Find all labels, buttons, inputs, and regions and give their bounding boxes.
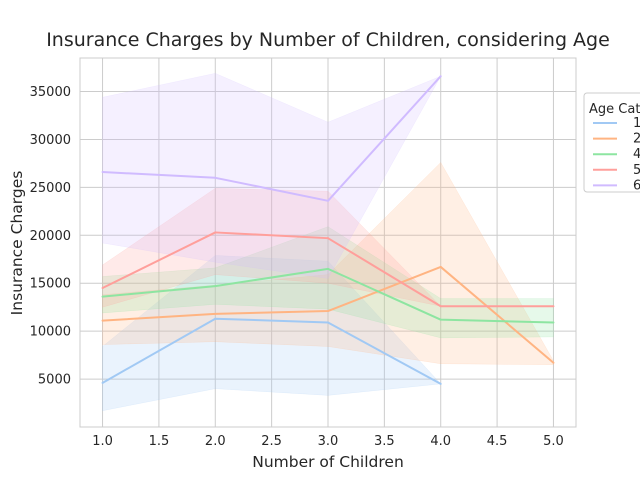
data-point-5 xyxy=(327,237,329,240)
x-tick-label: 1.5 xyxy=(149,434,170,449)
tick-labels: 1.0 1.5 2.0 2.5 3.0 3.5 4.0 4.5 5.0 5000 10000 1500… xyxy=(30,85,564,449)
x-tick-label: 4.0 xyxy=(430,434,451,449)
legend-box xyxy=(583,92,640,193)
grid xyxy=(80,58,576,427)
data-point-2 xyxy=(552,361,555,364)
data-point-2 xyxy=(101,319,104,322)
data-point-1 xyxy=(214,317,217,320)
data-point-1 xyxy=(439,382,442,385)
data-point-6 xyxy=(327,199,329,202)
confidence-band-6 xyxy=(102,73,442,279)
data-point-6 xyxy=(439,75,442,78)
data-point-2 xyxy=(439,265,442,268)
x-axis-label: Number of Children xyxy=(252,453,404,471)
x-tick-label: 4.5 xyxy=(487,434,508,449)
legend-title: Age Cate xyxy=(589,102,640,117)
data-point-4 xyxy=(101,295,104,298)
y-tick-label: 20000 xyxy=(30,229,71,244)
y-tick-label: 5000 xyxy=(38,373,71,388)
data-point-6 xyxy=(101,171,104,174)
data-point-5 xyxy=(101,287,104,290)
legend-label-6: 6 xyxy=(633,178,640,193)
legend-label-1: 1 xyxy=(633,116,640,131)
series-lines xyxy=(101,75,555,385)
data-point-5 xyxy=(439,305,442,308)
data-point-1 xyxy=(101,381,104,384)
series-line-6 xyxy=(102,75,442,202)
confidence-band-4 xyxy=(102,226,554,339)
y-tick-label: 25000 xyxy=(30,181,71,196)
data-point-6 xyxy=(214,176,217,179)
chart-title: Insurance Charges by Number of Children,… xyxy=(46,29,610,51)
data-point-4 xyxy=(552,321,555,324)
y-tick-label: 15000 xyxy=(30,277,71,292)
data-point-2 xyxy=(214,312,217,315)
plot-frame xyxy=(79,57,577,428)
legend-label-5: 5 xyxy=(633,163,640,178)
data-point-5 xyxy=(214,231,217,234)
data-point-1 xyxy=(327,321,329,324)
legend-label-2: 2 xyxy=(633,132,640,147)
x-tick-label: 1.0 xyxy=(92,434,113,449)
x-tick-label: 2.5 xyxy=(261,434,282,449)
x-tick-label: 3.0 xyxy=(318,434,339,449)
y-axis-label: Insurance Charges xyxy=(8,171,26,316)
data-point-4 xyxy=(439,318,442,321)
y-tick-label: 10000 xyxy=(30,325,71,340)
legend-label-4: 4 xyxy=(633,147,640,162)
y-tick-label: 30000 xyxy=(30,133,71,148)
x-tick-label: 2.0 xyxy=(205,434,226,449)
y-tick-label: 35000 xyxy=(30,85,71,100)
x-tick-label: 5.0 xyxy=(543,434,564,449)
x-tick-label: 3.5 xyxy=(374,434,395,449)
confidence-band-1 xyxy=(102,255,442,412)
data-point-2 xyxy=(327,310,329,313)
data-point-4 xyxy=(214,285,217,288)
series-line-1 xyxy=(102,317,442,385)
confidence-bands xyxy=(102,73,554,412)
data-point-4 xyxy=(327,267,329,270)
data-point-5 xyxy=(552,305,555,308)
